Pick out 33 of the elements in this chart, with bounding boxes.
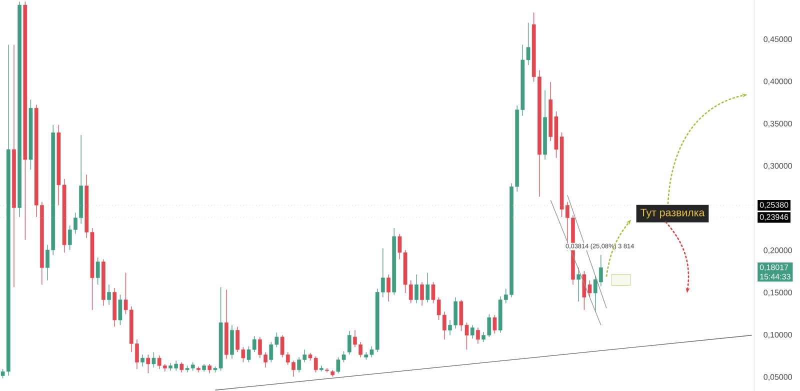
candlestick	[208, 364, 212, 374]
y-tick-label: 0,20000	[764, 247, 792, 254]
ref-line-label: 0,23946	[760, 214, 788, 221]
y-tick-label: 0,15000	[764, 290, 792, 296]
y-tick-label: 0,45000	[764, 36, 792, 43]
candlestick	[152, 352, 156, 368]
candlestick	[118, 294, 122, 326]
candlestick	[347, 330, 352, 356]
candlestick	[146, 354, 150, 374]
candlestick	[386, 274, 390, 302]
candlestick	[470, 324, 474, 339]
y-tick-label: 0,05000	[764, 374, 792, 381]
candlestick	[492, 314, 497, 334]
candlestick	[196, 366, 200, 373]
ref-line-label: 0,25380	[760, 202, 788, 209]
candlestick	[107, 284, 111, 306]
y-tick-label: 0,10000	[764, 332, 792, 339]
text: 15:44:33	[760, 274, 790, 280]
candlestick	[320, 365, 324, 372]
text: 0,18017	[760, 264, 788, 272]
y-tick-label: 0,40000	[764, 78, 792, 86]
candlestick	[325, 368, 329, 373]
candlestick	[180, 362, 184, 373]
annotation: Тут развилка	[640, 208, 705, 218]
candlestick	[140, 354, 144, 367]
y-tick-label: 0,30000	[764, 163, 792, 170]
candlestick	[426, 272, 430, 303]
candlestick	[414, 274, 418, 304]
candlestick	[420, 282, 424, 306]
candlestick	[96, 257, 100, 285]
candlestick	[576, 267, 581, 302]
y-tick-label: 0,35000	[764, 120, 792, 128]
candlestick	[476, 327, 480, 344]
